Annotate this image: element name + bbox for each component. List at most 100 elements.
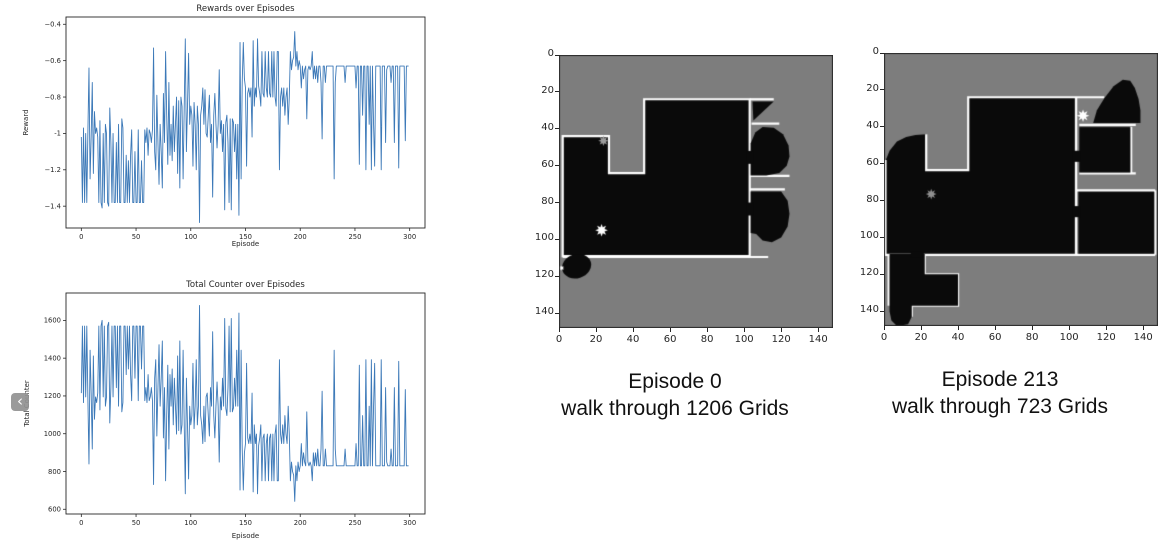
svg-text:250: 250: [348, 519, 361, 527]
map-caption: Episode 0 walk through 1206 Grids: [521, 368, 829, 422]
y-tick-label: 140: [859, 304, 879, 316]
y-tick-label: 20: [866, 82, 879, 94]
svg-text:1400: 1400: [44, 354, 61, 362]
y-tick-mark: [880, 126, 884, 128]
svg-text:300: 300: [403, 233, 416, 241]
y-tick-mark: [555, 275, 559, 277]
svg-text:-1: -1: [54, 130, 61, 138]
chevron-left-icon: ‹: [17, 392, 23, 410]
x-tick-label: 120: [771, 334, 791, 345]
svg-text:100: 100: [184, 233, 197, 241]
x-tick-label: 80: [1025, 332, 1039, 343]
svg-text:1600: 1600: [44, 317, 61, 325]
svg-text:−0.8: −0.8: [44, 93, 61, 101]
y-tick-mark: [880, 163, 884, 165]
y-tick-mark: [880, 52, 884, 54]
svg-text:−0.4: −0.4: [44, 21, 61, 29]
x-tick-label: 40: [951, 332, 965, 343]
x-tick-label: 140: [808, 334, 828, 345]
x-tick-mark: [1105, 326, 1107, 330]
svg-text:600: 600: [48, 506, 61, 514]
x-tick-mark: [669, 328, 671, 332]
y-tick-mark: [555, 165, 559, 167]
svg-text:300: 300: [403, 519, 416, 527]
x-tick-mark: [994, 326, 996, 330]
y-tick-label: 100: [859, 230, 879, 242]
caption-episode: Episode 0: [628, 370, 722, 393]
svg-text:200: 200: [294, 233, 307, 241]
caption-episode: Episode 213: [941, 368, 1059, 391]
svg-text:Episode: Episode: [232, 532, 260, 540]
y-tick-label: 80: [866, 193, 879, 205]
svg-text:250: 250: [348, 233, 361, 241]
x-tick-label: 20: [589, 334, 603, 345]
x-tick-mark: [1142, 326, 1144, 330]
svg-text:50: 50: [132, 519, 141, 527]
map-caption: Episode 213 walk through 723 Grids: [846, 366, 1154, 420]
svg-text:150: 150: [239, 233, 252, 241]
svg-text:800: 800: [48, 468, 61, 476]
x-tick-label: 100: [734, 334, 754, 345]
svg-text:50: 50: [132, 233, 141, 241]
x-tick-mark: [957, 326, 959, 330]
x-tick-label: 60: [988, 332, 1002, 343]
y-tick-mark: [880, 310, 884, 312]
svg-text:Reward: Reward: [22, 109, 30, 135]
x-tick-mark: [1068, 326, 1070, 330]
svg-text:−0.6: −0.6: [44, 57, 61, 65]
x-tick-mark: [780, 328, 782, 332]
y-tick-label: 40: [866, 119, 879, 131]
svg-text:150: 150: [239, 519, 252, 527]
x-tick-mark: [595, 328, 597, 332]
y-tick-label: 0: [547, 48, 554, 59]
y-tick-mark: [880, 273, 884, 275]
y-tick-label: 0: [872, 46, 879, 57]
y-tick-mark: [880, 200, 884, 202]
caption-grids: walk through 1206 Grids: [561, 397, 789, 420]
svg-text:100: 100: [184, 519, 197, 527]
x-tick-label: 40: [626, 334, 640, 345]
x-tick-mark: [706, 328, 708, 332]
x-tick-label: 80: [700, 334, 714, 345]
y-tick-label: 120: [534, 269, 554, 281]
x-tick-label: 120: [1096, 332, 1116, 343]
x-tick-mark: [1031, 326, 1033, 330]
y-tick-label: 80: [541, 195, 554, 207]
y-tick-label: 120: [859, 267, 879, 279]
y-tick-mark: [555, 128, 559, 130]
x-tick-label: 60: [663, 334, 677, 345]
collapse-chevron-badge[interactable]: ‹: [11, 393, 29, 411]
y-tick-label: 60: [866, 156, 879, 168]
x-tick-label: 100: [1059, 332, 1079, 343]
y-tick-label: 40: [541, 121, 554, 133]
y-tick-label: 20: [541, 84, 554, 96]
x-tick-mark: [920, 326, 922, 330]
svg-text:0: 0: [79, 519, 83, 527]
svg-text:Total Counter over Episodes: Total Counter over Episodes: [185, 280, 305, 290]
x-tick-mark: [883, 326, 885, 330]
x-tick-mark: [743, 328, 745, 332]
occupancy-grid-map-canvas: [559, 55, 833, 328]
svg-text:Rewards over Episodes: Rewards over Episodes: [196, 4, 295, 14]
x-tick-label: 0: [555, 334, 563, 345]
y-tick-mark: [880, 89, 884, 91]
rewards-line-chart: 0 50 100 150 200 250 300 −0.4 −0.6 −0.8 -1 −1.2 −1.4…: [22, 4, 426, 248]
x-tick-mark: [558, 328, 560, 332]
occupancy-grid-map-canvas: [884, 53, 1158, 326]
svg-text:−1.4: −1.4: [44, 202, 61, 210]
y-tick-mark: [555, 91, 559, 93]
y-tick-mark: [555, 312, 559, 314]
y-tick-mark: [555, 238, 559, 240]
x-tick-label: 20: [914, 332, 928, 343]
svg-text:200: 200: [294, 519, 307, 527]
svg-text:−1.2: −1.2: [44, 166, 61, 174]
svg-text:1000: 1000: [44, 430, 61, 438]
caption-grids: walk through 723 Grids: [892, 395, 1108, 418]
y-tick-mark: [555, 54, 559, 56]
x-tick-mark: [632, 328, 634, 332]
x-tick-label: 140: [1133, 332, 1153, 343]
grid-map-episode-0: 0 0 20 20 40 40 60 60 80 80 100 100 120 120 140 140 Epi…: [521, 38, 853, 458]
y-tick-label: 60: [541, 158, 554, 170]
y-tick-mark: [555, 202, 559, 204]
